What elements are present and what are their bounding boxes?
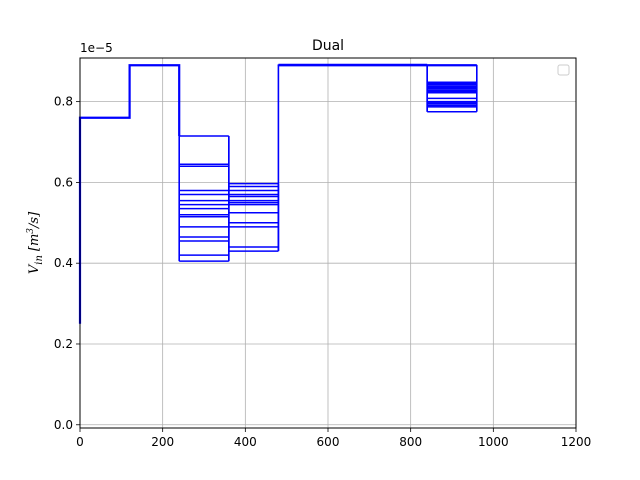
x-tick-label: 600	[317, 435, 340, 449]
x-tick-label: 800	[399, 435, 422, 449]
y-tick-label: 0.0	[54, 418, 73, 432]
ticks: 0 200 400 600 800 1000 1200 0.0 0.2 0.4 0.6 0.8	[54, 95, 591, 449]
y-axis-label: Vin [m3/s]	[26, 211, 45, 274]
x-tick-label: 1000	[478, 435, 509, 449]
y-label-unit: [m	[27, 234, 42, 251]
plot-area	[78, 63, 478, 324]
y-tick-label: 0.2	[54, 337, 73, 351]
y-label-base: V	[27, 263, 42, 274]
y-label-unit-end: /s]	[27, 211, 42, 230]
x-tick-label: 0	[76, 435, 84, 449]
y-tick-label: 0.4	[54, 256, 73, 270]
y-label-exp: 3	[26, 228, 36, 234]
grid	[79, 58, 577, 428]
y-tick-label: 0.6	[54, 175, 73, 189]
legend-box	[557, 64, 570, 76]
chart-title: Dual	[312, 38, 344, 54]
x-tick-label: 400	[234, 435, 257, 449]
y-label-sub: in	[34, 255, 45, 265]
y-tick-label: 0.8	[54, 95, 73, 109]
x-tick-label: 1200	[561, 435, 592, 449]
y-offset-text: 1e−5	[80, 41, 113, 55]
x-tick-label: 200	[151, 435, 174, 449]
